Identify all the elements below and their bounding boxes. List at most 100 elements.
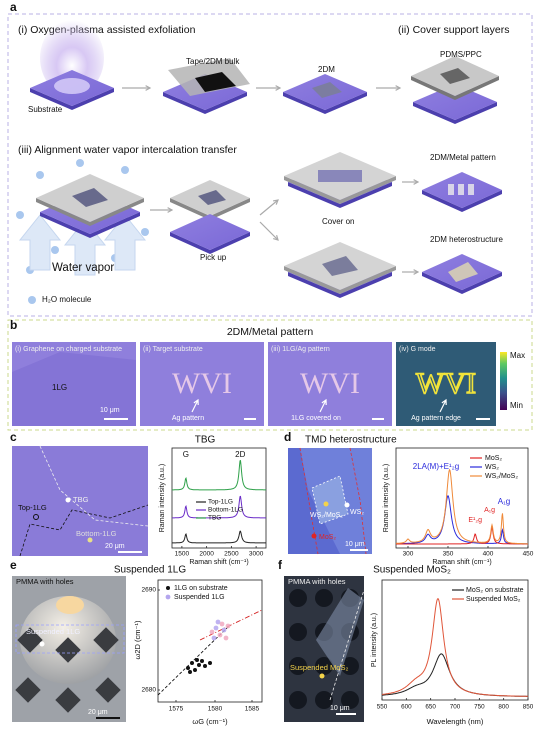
image-text: 1LG bbox=[52, 383, 67, 392]
probe-point bbox=[65, 497, 71, 503]
panel-label: e bbox=[10, 558, 17, 572]
x-axis-label: Wavelength (nm) bbox=[427, 717, 484, 726]
ag-pattern: WVI bbox=[172, 367, 232, 400]
image-text: WS₂ bbox=[350, 509, 364, 516]
x-tick-label: 850 bbox=[523, 704, 534, 711]
flake-edge bbox=[329, 589, 365, 701]
hetero-region bbox=[311, 475, 349, 525]
x-tick-label: 1585 bbox=[245, 706, 260, 713]
raman-map-noise bbox=[396, 342, 496, 426]
metal-pattern bbox=[318, 170, 362, 182]
x-tick-label: 300 bbox=[403, 551, 414, 558]
probe-point bbox=[311, 533, 317, 539]
target-substrate-side bbox=[170, 232, 250, 254]
hole bbox=[289, 589, 307, 607]
plasma-spot bbox=[54, 78, 90, 94]
arrow-head bbox=[413, 269, 420, 275]
water-vapor-label: Water vapor bbox=[52, 262, 114, 274]
image-text: PMMA with holes bbox=[288, 577, 346, 586]
legend-entry: TBG bbox=[208, 515, 221, 522]
scatter-point bbox=[197, 663, 201, 667]
spectrum bbox=[396, 526, 528, 545]
spectrum bbox=[172, 530, 267, 544]
image-text: Top-1LG bbox=[18, 503, 47, 512]
y-axis-label: PL intensity (a.u.) bbox=[371, 613, 378, 667]
hole bbox=[315, 691, 333, 709]
scatter-point bbox=[215, 619, 221, 625]
substrate bbox=[413, 84, 497, 120]
peak-label: A₁g bbox=[484, 507, 495, 514]
peak-label: 2D bbox=[235, 450, 245, 459]
x-tick-label: 600 bbox=[401, 704, 412, 711]
x-axis-label: Raman shift (cm⁻¹) bbox=[189, 559, 248, 566]
panel-title: 2DM/Metal pattern bbox=[227, 326, 314, 338]
image-text: WS₂/MoS₂ bbox=[310, 512, 343, 519]
y-axis-label: ω2D (cm⁻¹) bbox=[133, 620, 142, 659]
h2o-label: H₂O molecule bbox=[42, 295, 92, 304]
scatter-point bbox=[186, 666, 190, 670]
colorbar-max: Max bbox=[510, 351, 525, 360]
y-tick-label: 2680 bbox=[142, 687, 157, 694]
legend-molecule bbox=[28, 296, 36, 304]
target-substrate bbox=[170, 214, 250, 250]
legend-entry: 1LG on substrate bbox=[174, 585, 228, 592]
x-tick-label: 400 bbox=[483, 551, 494, 558]
pick-up-label: Pick up bbox=[200, 253, 227, 262]
panel-label: f bbox=[278, 558, 283, 572]
scale-label: 20 μm bbox=[105, 543, 125, 550]
x-tick-label: 2000 bbox=[199, 551, 214, 558]
mos2-flake bbox=[316, 588, 364, 676]
mos2-outline bbox=[299, 447, 319, 555]
image-text: Bottom-1LG bbox=[76, 529, 117, 538]
tape-label: Tape/2DM bulk bbox=[186, 57, 240, 66]
arrow-label: Ag pattern edge bbox=[411, 415, 461, 422]
scatter-point bbox=[190, 661, 194, 665]
x-axis-label: Raman shift (cm⁻¹) bbox=[432, 559, 491, 566]
x-tick-label: 550 bbox=[377, 704, 388, 711]
trend-line bbox=[199, 609, 263, 641]
substrate-label: Substrate bbox=[28, 105, 63, 114]
x-axis-label: ωG (cm⁻¹) bbox=[192, 717, 228, 726]
panel-label: b bbox=[10, 318, 17, 332]
arrow bbox=[319, 399, 327, 413]
peak-label: E¹₂g bbox=[468, 517, 482, 524]
raman-map bbox=[396, 342, 496, 426]
plot-frame bbox=[395, 447, 529, 549]
arrow-head bbox=[273, 235, 279, 241]
substrate-side bbox=[163, 92, 247, 114]
hole bbox=[289, 657, 307, 675]
hole bbox=[93, 627, 119, 653]
legend-entry: Suspended 1LG bbox=[174, 594, 225, 601]
metal-pattern-label: 2DM/Metal pattern bbox=[430, 153, 496, 162]
substrate-side bbox=[30, 88, 114, 110]
y-tick-label: 2690 bbox=[142, 587, 157, 594]
dashed-box bbox=[15, 624, 125, 654]
x-tick-label: 1500 bbox=[175, 551, 190, 558]
x-tick-label: 350 bbox=[443, 551, 454, 558]
hole bbox=[55, 687, 81, 713]
peak-label: G bbox=[183, 450, 189, 459]
scatter-point bbox=[195, 658, 199, 662]
x-tick-label: 1575 bbox=[169, 706, 184, 713]
hole bbox=[15, 677, 41, 703]
probe-point bbox=[87, 537, 93, 543]
x-tick-label: 650 bbox=[425, 704, 436, 711]
plot-frame bbox=[171, 447, 267, 549]
legend-entry: Top-1LG bbox=[208, 499, 233, 506]
y-axis-label: Raman intensity (a.u.) bbox=[159, 464, 166, 532]
micrograph bbox=[12, 446, 148, 556]
scatter-point bbox=[208, 661, 212, 665]
image-text: TBG bbox=[73, 495, 89, 504]
spectrum bbox=[396, 494, 528, 545]
scatter-point bbox=[200, 659, 204, 663]
panel-title: Suspended 1LG bbox=[114, 565, 187, 576]
x-tick-label: 1580 bbox=[208, 706, 223, 713]
panel-label: a bbox=[10, 0, 17, 14]
pdms-layer-side bbox=[411, 76, 499, 100]
legend-entry: WS₂ bbox=[485, 464, 499, 471]
arrow-head bbox=[272, 199, 279, 205]
arrow-head bbox=[395, 85, 402, 91]
flake-outline bbox=[39, 445, 149, 527]
bright-spot bbox=[56, 596, 84, 614]
hole bbox=[341, 657, 359, 675]
